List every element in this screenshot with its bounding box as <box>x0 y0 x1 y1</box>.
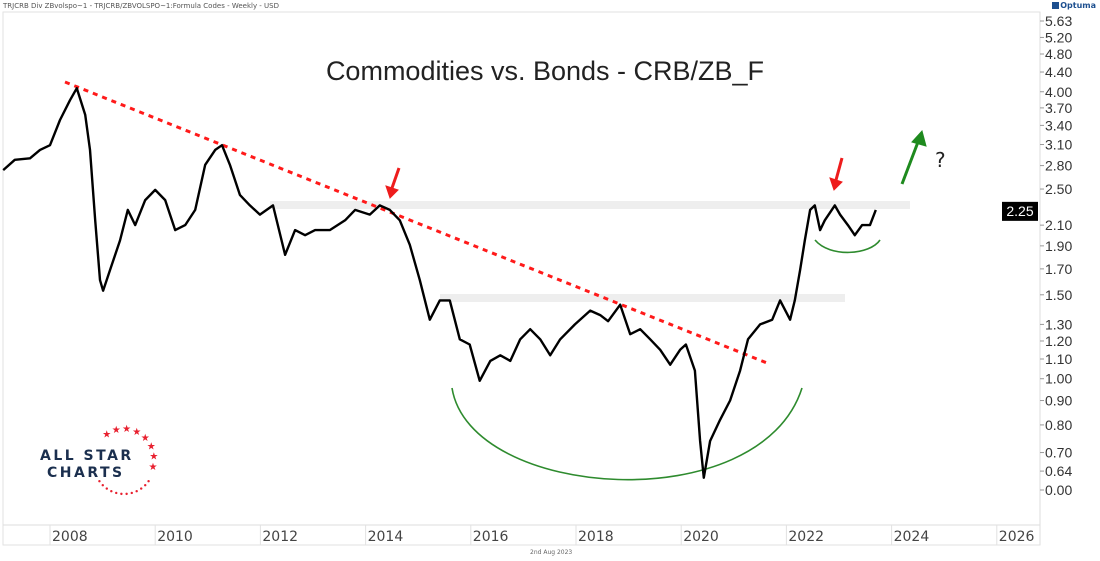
y-tick-label: 4.40 <box>1045 64 1072 80</box>
x-tick-label: 2016 <box>473 529 509 545</box>
last-value-box <box>1002 201 1038 221</box>
y-tick-label: 4.80 <box>1045 46 1072 62</box>
x-tick-label: 2018 <box>578 529 614 545</box>
y-tick-label: 1.30 <box>1045 316 1072 332</box>
y-tick-label: 4.00 <box>1045 84 1072 100</box>
red-arrow-icon <box>834 157 844 181</box>
x-axis-ticks: 2008 2010 2012 2014 2016 2018 2020 2022 2024 2026 <box>49 525 1035 545</box>
y-tick-label: 1.10 <box>1045 351 1072 367</box>
y-tick-label: 2.80 <box>1045 158 1072 174</box>
y-tick-label: 1.90 <box>1045 238 1072 254</box>
y-tick-label: 2.50 <box>1045 181 1072 197</box>
y-tick-label: 5.20 <box>1045 29 1072 45</box>
resistance-band-upper <box>270 201 910 209</box>
star-icon: ★ <box>102 429 111 440</box>
star-icon: ★ <box>141 433 150 444</box>
y-tick-label: 1.20 <box>1045 333 1072 349</box>
y-axis-ticks: 5.635.204.80 4.40 4.003.703.40 3.10 2.80 2.50… <box>1040 13 1072 498</box>
star-icon: ★ <box>149 451 158 462</box>
y-tick-label: 3.40 <box>1045 117 1072 133</box>
green-arrow-icon <box>900 141 920 185</box>
y-tick-label: 3.10 <box>1045 137 1072 153</box>
logo-line2: CHARTS <box>47 465 125 481</box>
dot-icon <box>144 484 147 487</box>
dot-icon <box>101 484 104 487</box>
red-arrow-head-icon <box>385 185 399 199</box>
series-line <box>2 87 877 479</box>
x-tick-label: 2020 <box>683 529 719 545</box>
last-value-text: 2.25 <box>1006 203 1033 219</box>
x-tick-label: 2010 <box>157 529 193 545</box>
y-tick-label: 1.00 <box>1045 371 1072 387</box>
chart-date: 2nd Aug 2023 <box>530 549 573 556</box>
chart-header: TRJCRB Div ZBvolspo~1 - TRJCRB/ZBVOLSPO~… <box>3 2 280 10</box>
chart-title: Commodities vs. Bonds - CRB/ZB_F <box>326 56 764 86</box>
dot-icon <box>140 487 143 490</box>
y-tick-label: 0.00 <box>1045 482 1072 498</box>
last-value-label: 2.25 <box>1002 201 1038 221</box>
dot-icon <box>115 491 118 495</box>
y-tick-label: 0.70 <box>1045 445 1072 461</box>
x-tick-label: 2014 <box>368 529 404 545</box>
dot-icon <box>98 480 101 483</box>
logo-stars-icon: ★ ★ ★ ★★★★★ <box>98 424 158 496</box>
downtrend-line <box>64 80 768 365</box>
plot-frame <box>2 11 1041 546</box>
star-icon: ★ <box>147 441 156 452</box>
red-arrow-icon <box>390 167 401 189</box>
x-tick-label: 2008 <box>52 529 88 545</box>
rounding-bottom-arc <box>451 387 803 481</box>
dot-icon <box>147 480 150 483</box>
y-tick-label: 1.70 <box>1045 261 1072 277</box>
dot-icon <box>105 487 108 490</box>
y-tick-label: 2.10 <box>1045 217 1072 233</box>
resistance-band-lower <box>440 294 845 302</box>
resistance-bands <box>270 201 910 302</box>
question-mark: ? <box>935 148 946 172</box>
x-tick-label: 2026 <box>999 529 1035 545</box>
y-tick-label: 0.80 <box>1045 417 1072 433</box>
dot-icon <box>125 492 128 496</box>
y-tick-label: 0.64 <box>1045 463 1072 479</box>
brand-name: Optuma <box>1060 1 1096 10</box>
x-tick-label: 2022 <box>788 529 824 545</box>
dot-icon <box>130 491 133 495</box>
star-icon: ★ <box>122 424 131 435</box>
green-arrow-head-icon <box>911 129 927 147</box>
x-tick-label: 2012 <box>262 529 298 545</box>
dot-icon <box>135 489 138 493</box>
annotations: ? <box>385 129 946 199</box>
star-icon: ★ <box>132 427 141 438</box>
star-icon: ★ <box>148 462 157 473</box>
logo-line1: ALL STAR <box>40 448 134 464</box>
y-tick-label: 3.70 <box>1045 100 1072 116</box>
dot-icon <box>110 489 113 493</box>
star-icon: ★ <box>112 425 121 436</box>
brand-icon <box>1052 2 1060 9</box>
y-tick-label: 0.90 <box>1045 393 1072 409</box>
x-tick-label: 2024 <box>894 529 930 545</box>
consolidation-arc <box>814 239 881 254</box>
brand-logo: Optuma <box>1052 1 1096 10</box>
y-tick-label: 5.63 <box>1045 13 1072 29</box>
red-arrow-head-icon <box>829 177 843 191</box>
dot-icon <box>120 492 123 496</box>
y-tick-label: 1.50 <box>1045 287 1072 303</box>
all-star-charts-logo: ALL STAR CHARTS ★ ★ ★ ★★★★★ <box>40 424 158 496</box>
